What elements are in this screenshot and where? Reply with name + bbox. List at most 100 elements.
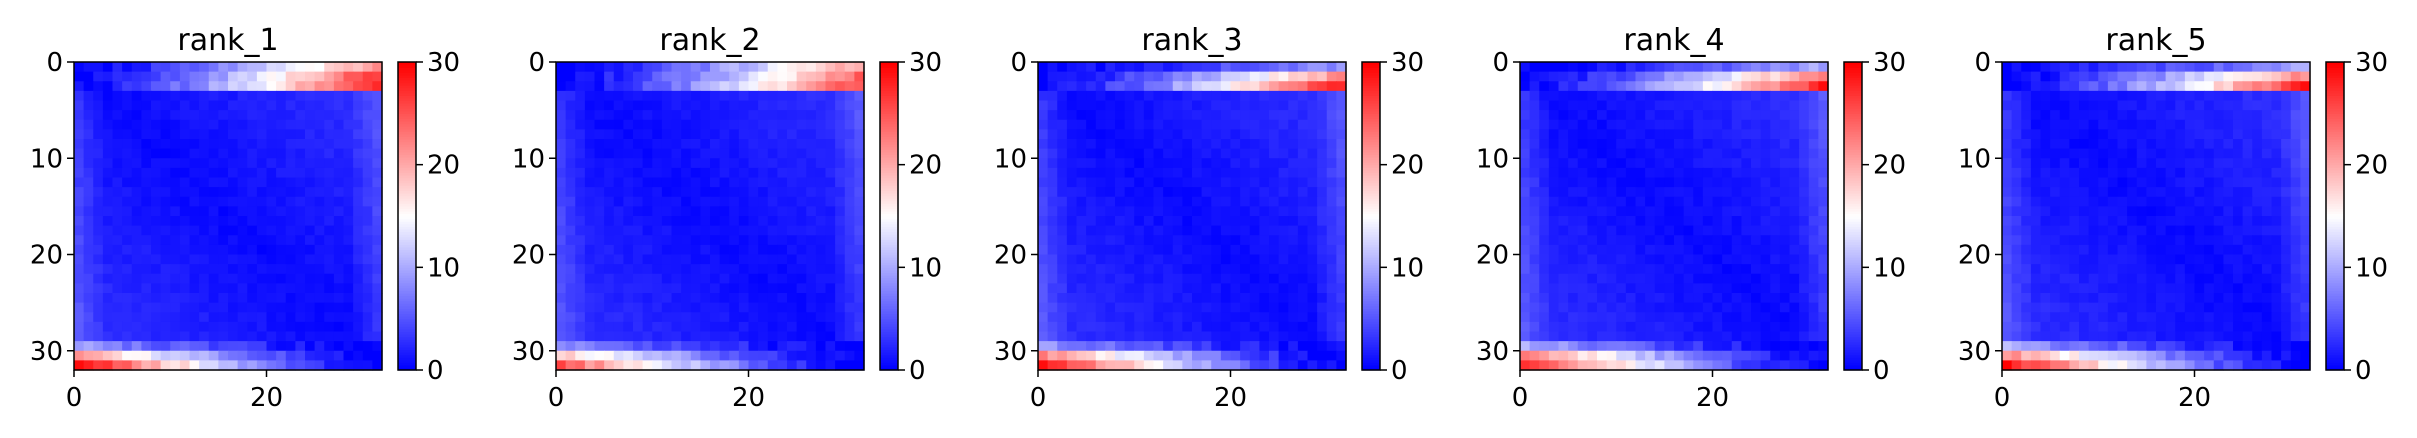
heatmap-cell	[218, 62, 229, 73]
heatmap-cell	[1654, 341, 1665, 352]
heatmap-cell	[1230, 158, 1241, 169]
heatmap-cell	[1645, 100, 1656, 111]
heatmap-cell	[295, 129, 306, 140]
heatmap-cell	[777, 187, 788, 198]
heatmap-cell	[1751, 167, 1762, 179]
heatmap-cell	[671, 302, 682, 313]
heatmap-cell	[777, 129, 788, 140]
heatmap-cell	[2194, 100, 2205, 111]
heatmap-cell	[556, 350, 567, 361]
heatmap-cell	[748, 110, 759, 121]
heatmap-cell	[179, 119, 191, 130]
heatmap-cell	[1654, 62, 1665, 73]
heatmap-cell	[1124, 148, 1135, 159]
heatmap-cell	[681, 187, 692, 198]
heatmap-cell	[1297, 331, 1309, 342]
heatmap-cell	[1297, 225, 1309, 236]
heatmap-cell	[1674, 100, 1685, 111]
heatmap-cell	[777, 225, 788, 236]
heatmap-cell	[1220, 312, 1232, 323]
heatmap-cell	[575, 100, 586, 111]
heatmap-cell	[179, 206, 191, 217]
heatmap-cell	[237, 283, 248, 294]
heatmap-cell	[1548, 273, 1560, 284]
heatmap-cell	[170, 167, 181, 179]
heatmap-cell	[333, 273, 345, 284]
heatmap-cell	[112, 177, 123, 188]
heatmap-cell	[1153, 331, 1164, 342]
heatmap-cell	[1558, 177, 1569, 188]
heatmap-cell	[1172, 216, 1183, 227]
heatmap-cell	[372, 119, 383, 130]
colorbar-segment	[880, 151, 898, 155]
heatmap-cell	[1683, 216, 1694, 227]
heatmap-cell	[1693, 81, 1704, 92]
heatmap-cell	[633, 119, 644, 130]
heatmap-cell	[1587, 350, 1598, 361]
heatmap-cell	[189, 81, 200, 92]
heatmap-cell	[815, 206, 827, 217]
heatmap-cell	[2204, 81, 2215, 92]
heatmap-cell	[199, 71, 210, 82]
heatmap-cell	[2175, 139, 2186, 150]
heatmap-cell	[1066, 283, 1078, 294]
heatmap-cell	[2194, 71, 2205, 82]
heatmap-cell	[1568, 177, 1579, 188]
heatmap-cell	[276, 148, 287, 159]
heatmap-cell	[787, 283, 798, 294]
heatmap-cell	[141, 139, 152, 150]
y-tick-label: 0	[528, 48, 545, 78]
heatmap-cell	[1230, 350, 1241, 361]
colorbar-segment	[1844, 326, 1862, 330]
heatmap-cell	[854, 71, 865, 82]
heatmap-cell	[806, 100, 817, 111]
heatmap-cell	[208, 139, 219, 150]
heatmap-cell	[613, 341, 624, 352]
heatmap-cell	[1741, 90, 1752, 102]
colorbar-segment	[880, 364, 898, 369]
heatmap-cell	[1269, 312, 1280, 323]
colorbar-segment	[880, 69, 898, 73]
heatmap-cell	[738, 331, 750, 342]
heatmap-cell	[122, 283, 133, 294]
colorbar-segment	[880, 121, 898, 125]
heatmap-cell	[825, 302, 836, 313]
heatmap-cell	[112, 321, 123, 333]
heatmap-cell	[1307, 119, 1318, 130]
heatmap-cell	[633, 216, 644, 227]
heatmap-cell	[372, 167, 383, 179]
heatmap-cell	[2136, 90, 2147, 102]
heatmap-cell	[1548, 81, 1560, 92]
colorbar-segment	[1844, 210, 1862, 215]
heatmap-cell	[93, 148, 104, 159]
heatmap-cell	[1712, 81, 1723, 92]
heatmap-cell	[1568, 283, 1579, 294]
heatmap-cell	[1134, 158, 1145, 169]
heatmap-cell	[1143, 206, 1155, 217]
heatmap-cell	[2127, 139, 2138, 150]
heatmap-cell	[556, 158, 567, 169]
colorbar-segment	[1844, 151, 1862, 155]
heatmap-cell	[806, 167, 817, 179]
heatmap-cell	[1182, 360, 1193, 371]
heatmap-cell	[1220, 283, 1232, 294]
heatmap-cell	[247, 273, 258, 284]
heatmap-cell	[2011, 90, 2022, 102]
heatmap-cell	[256, 187, 268, 198]
heatmap-cell	[1153, 283, 1164, 294]
heatmap-cell	[2136, 119, 2147, 130]
heatmap-cell	[1654, 321, 1665, 333]
heatmap-cell	[305, 216, 316, 227]
heatmap-cell	[305, 187, 316, 198]
heatmap-cell	[1712, 331, 1723, 342]
heatmap-cell	[844, 283, 855, 294]
heatmap-cell	[333, 264, 345, 275]
heatmap-cell	[1038, 216, 1049, 227]
heatmap-cell	[1770, 312, 1781, 323]
heatmap-cell	[1076, 129, 1087, 140]
heatmap-cell	[1066, 341, 1078, 352]
heatmap-cell	[112, 283, 123, 294]
heatmap-cell	[1568, 100, 1579, 111]
heatmap-cell	[1038, 158, 1049, 169]
heatmap-cell	[671, 312, 682, 323]
